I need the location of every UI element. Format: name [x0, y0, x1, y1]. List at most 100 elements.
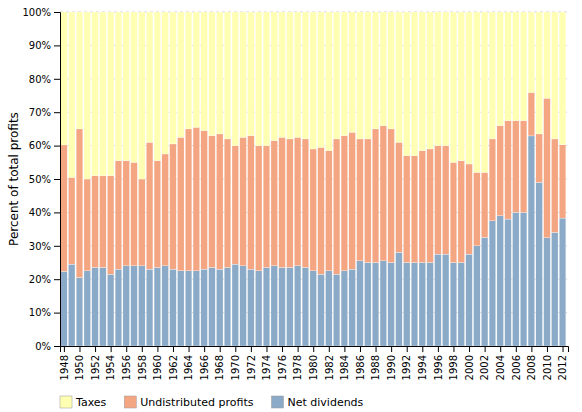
bar — [162, 12, 169, 154]
bar — [263, 146, 270, 268]
tick-mark — [54, 279, 60, 280]
bar — [551, 232, 558, 346]
bar — [287, 268, 294, 346]
bar — [92, 176, 99, 268]
bar — [162, 154, 169, 266]
bar — [224, 268, 231, 346]
bar — [263, 268, 270, 346]
tick-mark — [79, 346, 80, 352]
tick-label: 1988 — [370, 355, 381, 380]
bar — [232, 264, 239, 346]
bar — [115, 269, 122, 346]
tick: 1982 — [324, 346, 335, 380]
tick: 20% — [29, 274, 60, 285]
bar — [396, 12, 403, 142]
tick-label: 1974 — [261, 355, 272, 380]
bar — [146, 12, 153, 142]
tick-label: 1990 — [386, 355, 397, 380]
bar — [248, 269, 255, 346]
bar — [349, 132, 356, 269]
tick-label: 1956 — [121, 355, 132, 380]
bar — [450, 263, 457, 347]
tick: 30% — [29, 241, 60, 252]
tick: 100% — [22, 7, 60, 18]
bar — [154, 268, 161, 346]
tick-mark — [95, 346, 96, 352]
bars — [61, 12, 566, 346]
bar — [435, 12, 442, 146]
legend-swatch — [60, 396, 72, 408]
bar — [68, 12, 75, 177]
bar — [263, 12, 270, 146]
chart-container: 0%10%20%30%40%50%60%70%80%90%100%1948195… — [0, 0, 582, 412]
bar — [442, 12, 449, 146]
tick-label: 60% — [29, 140, 51, 151]
tick-mark — [422, 346, 423, 352]
bar — [240, 12, 247, 137]
tick-label: 1958 — [137, 355, 148, 380]
bar — [61, 145, 68, 272]
bar — [333, 139, 340, 274]
tick-label: 1950 — [74, 355, 85, 380]
tick-mark — [220, 346, 221, 352]
tick-mark — [282, 346, 283, 352]
bar — [318, 12, 325, 147]
bar — [512, 121, 519, 213]
tick: 1966 — [199, 346, 210, 380]
bar — [177, 137, 184, 271]
bar — [162, 266, 169, 346]
bar — [357, 139, 364, 261]
tick-label: 1978 — [292, 355, 303, 380]
tick: 1988 — [370, 346, 381, 380]
tick-label: 50% — [29, 174, 51, 185]
bar — [372, 263, 379, 347]
bar — [396, 142, 403, 252]
tick: 2010 — [542, 346, 553, 380]
tick-label: 1996 — [433, 355, 444, 380]
bar-series — [61, 12, 566, 179]
bar — [123, 12, 130, 161]
tick: 1980 — [308, 346, 319, 380]
legend-label: Taxes — [75, 396, 107, 409]
bar — [287, 139, 294, 268]
bar — [380, 126, 387, 261]
bar — [435, 254, 442, 346]
legend-swatch — [124, 396, 136, 408]
bar — [177, 12, 184, 137]
tick-mark — [54, 45, 60, 46]
bar — [240, 266, 247, 346]
tick: 1964 — [183, 346, 194, 380]
tick: 10% — [29, 307, 60, 318]
chart-svg: 0%10%20%30%40%50%60%70%80%90%100%1948195… — [0, 0, 582, 412]
tick: 1992 — [401, 346, 412, 380]
bar — [388, 129, 395, 263]
bar — [403, 263, 410, 347]
bar — [287, 12, 294, 139]
bar — [271, 266, 278, 346]
bar — [372, 12, 379, 129]
tick: 1960 — [152, 346, 163, 380]
legend-item: Net dividends — [271, 396, 363, 409]
bar — [100, 12, 107, 176]
bar — [146, 269, 153, 346]
tick-label: 1968 — [214, 355, 225, 380]
bar — [349, 269, 356, 346]
bar-series — [61, 136, 566, 346]
bar — [341, 12, 348, 136]
tick: 2008 — [526, 346, 537, 380]
tick-mark — [313, 346, 314, 352]
bar — [131, 12, 138, 162]
bar — [310, 149, 317, 271]
bar — [481, 237, 488, 346]
bar — [84, 12, 91, 179]
bar — [318, 274, 325, 346]
tick-label: 1970 — [230, 355, 241, 380]
bar — [357, 261, 364, 346]
legend-label: Net dividends — [287, 396, 363, 409]
bar — [279, 268, 286, 346]
bar — [107, 12, 114, 176]
bar — [248, 136, 255, 270]
tick: 70% — [29, 107, 60, 118]
legend: TaxesUndistributed profitsNet dividends — [60, 396, 364, 409]
tick: 80% — [29, 74, 60, 85]
